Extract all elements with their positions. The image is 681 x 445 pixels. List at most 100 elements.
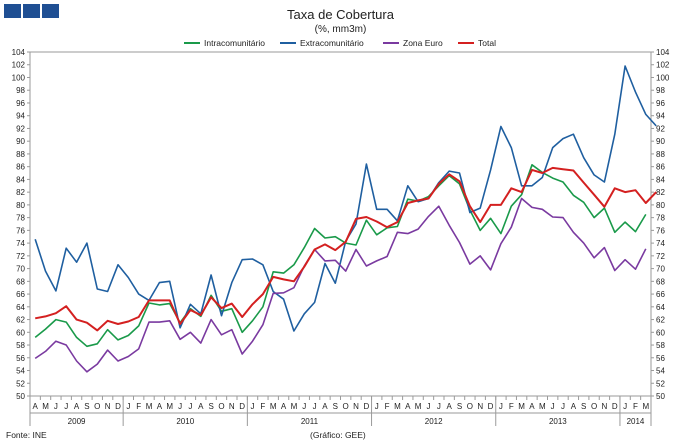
y-tick-label-right: 56 — [656, 354, 665, 363]
legend-label: Extracomunitário — [300, 38, 364, 48]
y-tick-label-left: 78 — [16, 214, 25, 223]
y-tick-label-right: 98 — [656, 86, 665, 95]
y-tick-label-right: 66 — [656, 290, 665, 299]
x-month-label: S — [333, 402, 338, 411]
y-tick-label-left: 92 — [16, 124, 25, 133]
x-month-label: J — [561, 402, 565, 411]
x-month-label: A — [571, 402, 577, 411]
y-tick-label-left: 56 — [16, 354, 25, 363]
y-tick-label-left: 70 — [16, 265, 25, 274]
y-tick-label-left: 80 — [16, 201, 25, 210]
y-tick-label-right: 78 — [656, 214, 665, 223]
legend-label: Intracomunitário — [204, 38, 265, 48]
chart-subtitle: (%, mm3m) — [314, 24, 367, 35]
x-month-label: F — [260, 402, 265, 411]
y-tick-label-left: 54 — [16, 367, 25, 376]
x-month-label: N — [105, 402, 111, 411]
x-month-label: F — [136, 402, 141, 411]
x-month-label: J — [313, 402, 317, 411]
logo-block — [4, 4, 21, 18]
x-month-label: D — [488, 402, 494, 411]
x-month-label: D — [115, 402, 121, 411]
x-month-label: J — [64, 402, 68, 411]
x-month-label: J — [437, 402, 441, 411]
x-month-label: M — [539, 402, 546, 411]
y-tick-label-left: 76 — [16, 226, 25, 235]
x-year-label: 2009 — [68, 417, 86, 426]
y-tick-label-right: 90 — [656, 137, 665, 146]
legend-label: Zona Euro — [403, 38, 443, 48]
y-tick-label-right: 58 — [656, 341, 665, 350]
y-tick-label-right: 76 — [656, 226, 665, 235]
y-tick-label-left: 94 — [16, 112, 25, 121]
x-month-label: M — [518, 402, 525, 411]
logo-block — [23, 4, 40, 18]
y-tick-label-left: 82 — [16, 188, 25, 197]
x-year-label: 2011 — [301, 417, 319, 426]
y-tick-label-right: 88 — [656, 150, 665, 159]
y-tick-label-right: 54 — [656, 367, 665, 376]
x-month-label: S — [457, 402, 462, 411]
x-month-label: D — [612, 402, 618, 411]
x-month-label: A — [322, 402, 328, 411]
x-month-label: N — [602, 402, 608, 411]
x-month-label: F — [633, 402, 638, 411]
y-tick-label-right: 86 — [656, 163, 665, 172]
series-line — [35, 166, 657, 332]
x-month-label: J — [499, 402, 503, 411]
x-month-label: M — [146, 402, 153, 411]
x-month-label: J — [623, 402, 627, 411]
x-month-label: M — [415, 402, 422, 411]
x-month-label: D — [363, 402, 369, 411]
y-tick-label-left: 68 — [16, 277, 25, 286]
y-tick-label-right: 72 — [656, 252, 665, 261]
series-line — [34, 65, 657, 332]
y-tick-label-right: 50 — [656, 392, 665, 401]
x-month-label: O — [591, 402, 597, 411]
y-tick-label-right: 92 — [656, 124, 665, 133]
x-month-label: O — [467, 402, 473, 411]
y-tick-label-left: 52 — [16, 379, 25, 388]
x-month-label: M — [42, 402, 49, 411]
x-month-label: S — [84, 402, 89, 411]
brand-logo — [4, 4, 59, 18]
series-line — [34, 164, 647, 348]
x-month-label: A — [74, 402, 80, 411]
x-month-label: J — [178, 402, 182, 411]
x-year-label: 2012 — [425, 417, 443, 426]
y-tick-label-left: 72 — [16, 252, 25, 261]
x-month-label: N — [229, 402, 235, 411]
series-line — [34, 197, 647, 373]
x-month-label: J — [54, 402, 58, 411]
x-month-label: J — [251, 402, 255, 411]
y-tick-label-right: 84 — [656, 175, 665, 184]
x-month-label: A — [529, 402, 535, 411]
y-tick-label-left: 90 — [16, 137, 25, 146]
y-tick-label-right: 100 — [656, 73, 670, 82]
x-month-label: J — [551, 402, 555, 411]
y-tick-label-left: 96 — [16, 99, 25, 108]
y-tick-label-left: 50 — [16, 392, 25, 401]
y-tick-label-right: 104 — [656, 48, 670, 57]
y-tick-label-right: 82 — [656, 188, 665, 197]
x-month-label: A — [157, 402, 163, 411]
x-month-label: N — [477, 402, 483, 411]
x-month-label: A — [198, 402, 204, 411]
y-tick-label-right: 62 — [656, 316, 665, 325]
x-month-label: M — [642, 402, 649, 411]
plot-frame — [29, 51, 652, 397]
y-tick-label-right: 80 — [656, 201, 665, 210]
y-tick-label-left: 84 — [16, 175, 25, 184]
x-month-label: J — [375, 402, 379, 411]
x-month-label: N — [353, 402, 359, 411]
y-tick-label-left: 66 — [16, 290, 25, 299]
x-month-label: F — [509, 402, 514, 411]
x-month-label: O — [218, 402, 224, 411]
x-month-label: A — [405, 402, 411, 411]
x-month-label: O — [343, 402, 349, 411]
y-tick-label-left: 60 — [16, 328, 25, 337]
y-tick-label-right: 68 — [656, 277, 665, 286]
y-tick-label-left: 102 — [12, 61, 26, 70]
x-month-label: D — [239, 402, 245, 411]
